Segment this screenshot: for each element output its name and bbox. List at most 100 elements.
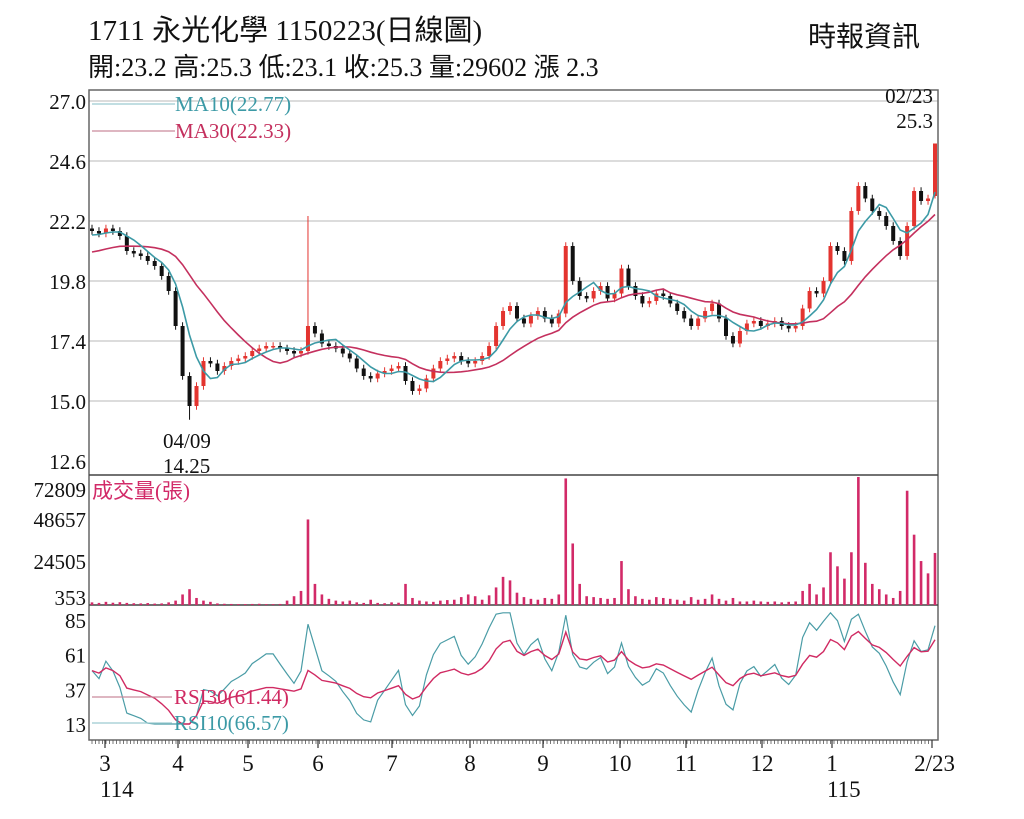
rsi10-line xyxy=(91,611,936,725)
price-tick-label: 12.6 xyxy=(49,450,86,474)
volume-bar xyxy=(613,597,616,605)
candle-body xyxy=(271,346,276,348)
candle-body xyxy=(117,231,122,236)
volume-bar xyxy=(418,600,421,605)
candle-body xyxy=(403,366,408,381)
volume-bar xyxy=(877,589,881,605)
candle-body xyxy=(305,326,310,351)
volume-bar xyxy=(522,597,526,605)
volume-bar xyxy=(689,597,693,605)
candle-body xyxy=(452,356,457,359)
volume-bar xyxy=(243,604,247,605)
candle-body xyxy=(487,346,492,356)
volume-bar xyxy=(125,602,129,605)
volume-bar xyxy=(257,603,261,605)
volume-bar xyxy=(550,598,554,605)
volume-bar xyxy=(731,597,735,605)
candle-body xyxy=(445,358,450,361)
candle-body xyxy=(361,368,366,376)
candle-body xyxy=(229,361,234,366)
volume-bar xyxy=(926,573,930,605)
candle-body xyxy=(257,348,262,351)
rsi-tick-label: 13 xyxy=(65,713,86,737)
candle-body xyxy=(159,266,164,276)
volume-bar xyxy=(432,601,435,605)
volume-tick-label: 48657 xyxy=(34,508,87,532)
volume-bar xyxy=(487,595,491,605)
volume-bar xyxy=(857,477,860,605)
candle-body xyxy=(264,346,269,349)
price-tick-label: 22.2 xyxy=(49,210,86,234)
candle-body xyxy=(912,191,917,226)
volume-bars xyxy=(90,477,937,605)
volume-bar xyxy=(529,598,533,605)
volume-bar xyxy=(501,576,505,605)
volume-bar xyxy=(557,594,561,605)
candle-body xyxy=(145,256,150,261)
volume-bar xyxy=(891,597,895,605)
candle-body xyxy=(508,306,513,311)
source-label: 時報資訊 xyxy=(808,21,920,53)
candle-body xyxy=(340,348,345,354)
candle-body xyxy=(863,186,868,199)
candle-body xyxy=(898,241,903,256)
candle-body xyxy=(744,323,749,331)
candle-body xyxy=(131,251,136,254)
candle-body xyxy=(814,291,819,294)
candle-body xyxy=(626,268,631,286)
volume-bar xyxy=(132,603,136,605)
volume-bar xyxy=(446,600,449,605)
candle-body xyxy=(326,343,331,346)
volume-bar xyxy=(815,594,818,605)
volume-bar xyxy=(536,599,540,605)
candle-body xyxy=(751,321,756,324)
ma30-line xyxy=(91,213,936,374)
month-label: 11 xyxy=(675,751,697,776)
volume-bar xyxy=(411,597,414,605)
volume-bar xyxy=(592,597,595,605)
volume-bar xyxy=(648,599,651,605)
plot-border xyxy=(88,89,939,741)
candle-body xyxy=(758,321,763,326)
volume-bar xyxy=(641,598,644,605)
candle-body xyxy=(514,306,519,319)
volume-bar xyxy=(543,597,547,605)
volume-bar xyxy=(717,598,721,605)
volume-bar xyxy=(627,589,630,605)
volume-bar xyxy=(167,602,170,605)
rsi-lines xyxy=(91,611,936,725)
volume-bar xyxy=(780,602,784,605)
month-label: 1 xyxy=(826,751,838,776)
candle-body xyxy=(222,366,227,371)
candle-body xyxy=(807,291,812,309)
candle-body xyxy=(501,311,506,326)
volume-bar xyxy=(341,601,345,605)
candle-body xyxy=(640,296,645,304)
candle-body xyxy=(549,318,554,324)
candle-body xyxy=(110,228,115,231)
price-tick-label: 27.0 xyxy=(49,90,86,114)
volume-bar xyxy=(404,583,407,605)
volume-bar xyxy=(327,598,331,605)
volume-bar xyxy=(710,594,714,605)
candle-body xyxy=(201,361,206,386)
ma10-line xyxy=(91,191,936,383)
volume-bar xyxy=(90,602,94,605)
volume-tick-label: 353 xyxy=(55,586,87,610)
volume-bar xyxy=(766,601,770,605)
volume-bar xyxy=(230,603,233,605)
volume-bar xyxy=(153,603,157,605)
candle-body xyxy=(598,286,603,291)
price-tick-label: 19.8 xyxy=(49,270,86,294)
month-label: 12 xyxy=(751,751,774,776)
volume-bar xyxy=(787,601,790,605)
volume-bar xyxy=(174,600,177,605)
price-grid xyxy=(89,100,938,402)
volume-bar xyxy=(794,601,797,605)
volume-bar xyxy=(703,598,707,605)
candle-body xyxy=(173,291,178,326)
volume-bar xyxy=(292,596,296,605)
volume-bar xyxy=(668,598,672,605)
candle-body xyxy=(905,226,910,256)
volume-bar xyxy=(459,597,463,605)
